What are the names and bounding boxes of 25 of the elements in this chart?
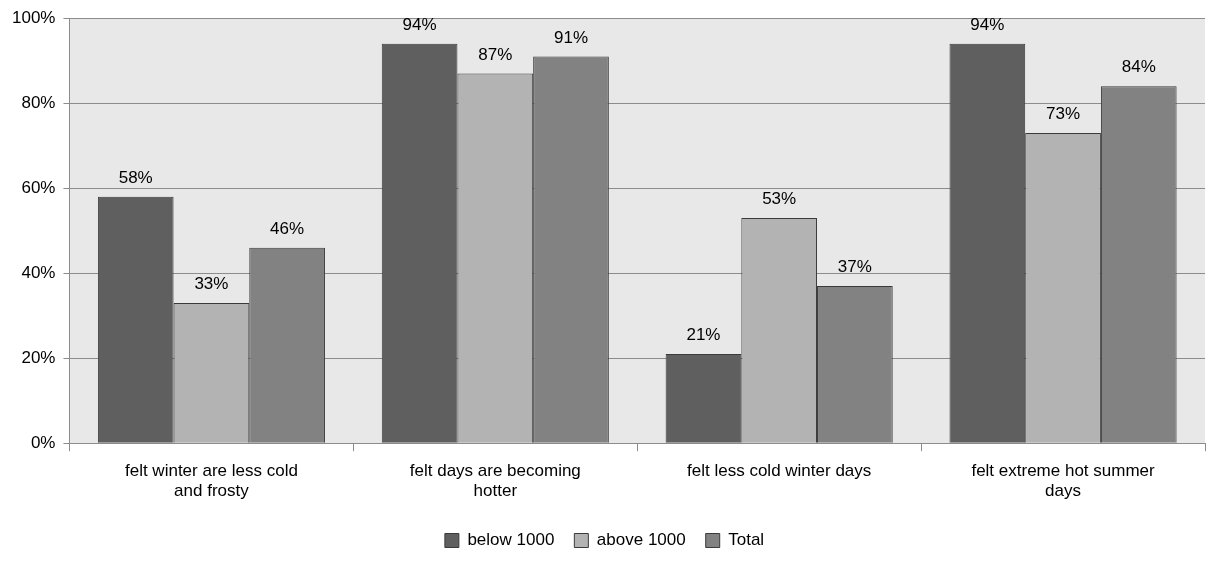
data-label: 94% bbox=[402, 14, 437, 34]
x-tick-label: felt days are becoming hotter bbox=[409, 461, 581, 501]
data-label: 84% bbox=[1121, 57, 1156, 77]
y-tick-label: 100% bbox=[12, 7, 56, 27]
legend-label: below 1000 bbox=[467, 530, 555, 550]
x-tick-label: felt winter are less cold and frosty bbox=[124, 461, 298, 501]
y-tick-label: 20% bbox=[21, 347, 56, 367]
legend-label: above 1000 bbox=[596, 530, 686, 550]
legend-label: Total bbox=[728, 530, 765, 550]
data-label: 87% bbox=[478, 44, 513, 64]
x-tick-label: felt extreme hot summer days bbox=[971, 461, 1156, 501]
data-label: 91% bbox=[553, 27, 589, 47]
data-label: 37% bbox=[837, 257, 872, 277]
data-label: 46% bbox=[270, 218, 305, 238]
data-label: 58% bbox=[118, 167, 153, 187]
data-label: 53% bbox=[762, 189, 797, 209]
data-label: 73% bbox=[1046, 104, 1081, 124]
y-tick-label: 60% bbox=[21, 177, 56, 197]
y-tick-label: 80% bbox=[21, 92, 56, 112]
y-tick-label: 40% bbox=[21, 262, 56, 282]
data-label: 33% bbox=[194, 274, 229, 294]
y-tick-label: 0% bbox=[30, 432, 56, 452]
data-label: 94% bbox=[970, 14, 1005, 34]
data-label: 21% bbox=[686, 325, 721, 345]
x-tick-label: felt less cold winter days bbox=[687, 461, 872, 481]
